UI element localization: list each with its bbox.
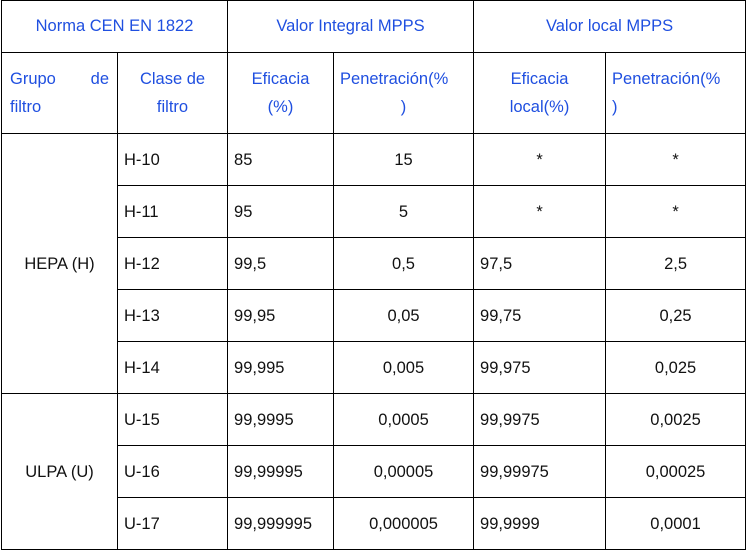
cell-eficacia: 99,5 xyxy=(227,237,335,290)
header-penetracion-local-line2: ) xyxy=(612,98,618,116)
header-penetracion-line2: ) xyxy=(400,98,407,116)
cell-clase: H-13 xyxy=(116,289,229,342)
cell-eficacia: 95 xyxy=(227,185,335,238)
header-eficacia: Eficacia (%) xyxy=(227,52,335,134)
header-valor-integral: Valor Integral MPPS xyxy=(227,0,475,53)
cell-eficacia: 99,999995 xyxy=(227,497,335,550)
cell-eficacia-local: 99,9975 xyxy=(473,393,607,446)
header-grupo-word2: de xyxy=(90,70,109,88)
cell-eficacia-local: 99,75 xyxy=(473,289,607,342)
cell-penetracion: 0,000005 xyxy=(333,497,475,550)
cell-clase: H-11 xyxy=(116,185,229,238)
cell-penetracion: 0,005 xyxy=(333,341,475,394)
cell-eficacia: 85 xyxy=(227,133,335,186)
cell-eficacia-local: * xyxy=(473,185,607,238)
table-row: HEPA (H) H-10 85 15 * * xyxy=(1,133,746,394)
group-hepa: HEPA (H) xyxy=(1,133,118,394)
header-valor-local: Valor local MPPS xyxy=(473,0,746,53)
cell-penetracion-local: 0,00025 xyxy=(605,445,746,498)
cell-eficacia-local: 99,99975 xyxy=(473,445,607,498)
cell-eficacia: 99,99995 xyxy=(227,445,335,498)
cell-clase: H-14 xyxy=(116,341,229,394)
header-grupo-word3: filtro xyxy=(10,98,42,116)
cell-clase: U-15 xyxy=(116,393,229,446)
header-row-sub: Grupo de filtro Clase de filtro Eficacia… xyxy=(1,52,746,134)
cell-penetracion-local: 0,0025 xyxy=(605,393,746,446)
cell-clase: H-10 xyxy=(116,133,229,186)
header-grupo-de-filtro: Grupo de filtro xyxy=(1,52,118,134)
header-clase-de-filtro: Clase de filtro xyxy=(116,52,229,134)
cell-penetracion: 5 xyxy=(333,185,475,238)
cell-penetracion-local: 0,25 xyxy=(605,289,746,342)
cell-penetracion-local: 2,5 xyxy=(605,237,746,290)
header-penetracion-line1: Penetración(% xyxy=(340,70,449,88)
cell-eficacia-local: 97,5 xyxy=(473,237,607,290)
cell-clase: U-17 xyxy=(116,497,229,550)
cell-clase: U-16 xyxy=(116,445,229,498)
cell-penetracion-local: 0,025 xyxy=(605,341,746,394)
header-row-top: Norma CEN EN 1822 Valor Integral MPPS Va… xyxy=(0,0,746,53)
cell-clase: H-12 xyxy=(116,237,229,290)
cell-penetracion: 15 xyxy=(333,133,475,186)
header-eficacia-local-line1: Eficacia xyxy=(510,70,569,88)
cell-eficacia-local: * xyxy=(473,133,607,186)
cell-penetracion-local: * xyxy=(605,133,746,186)
cell-eficacia-local: 99,9999 xyxy=(473,497,607,550)
group-ulpa: ULPA (U) xyxy=(1,393,118,550)
cell-penetracion: 0,0005 xyxy=(333,393,475,446)
cell-penetracion: 0,5 xyxy=(333,237,475,290)
cell-penetracion-local: * xyxy=(605,185,746,238)
header-eficacia-line2: (%) xyxy=(267,98,294,116)
cell-eficacia-local: 99,975 xyxy=(473,341,607,394)
table-row: H-13 99,95 0,05 99,75 0,25 xyxy=(2,289,746,342)
cell-penetracion: 0,05 xyxy=(333,289,475,342)
table-row: H-11 95 5 * * xyxy=(2,185,746,238)
cell-penetracion: 0,00005 xyxy=(333,445,475,498)
header-eficacia-local: Eficacia local(%) xyxy=(473,52,607,134)
header-grupo-word1: Grupo xyxy=(10,70,56,88)
header-eficacia-local-line2: local(%) xyxy=(509,98,570,116)
header-penetracion: Penetración(% ) xyxy=(333,52,475,134)
header-penetracion-local-line1: Penetración(% xyxy=(612,70,721,88)
table-row: ULPA (U) U-15 99,9995 0,0005 99,9975 0,0… xyxy=(1,393,746,550)
table-row: U-16 99,99995 0,00005 99,99975 0,00025 xyxy=(2,445,746,498)
cell-eficacia: 99,9995 xyxy=(227,393,335,446)
header-penetracion-local: Penetración(% ) xyxy=(605,52,746,134)
header-norma: Norma CEN EN 1822 xyxy=(0,0,229,53)
table-row: H-14 99,995 0,005 99,975 0,025 xyxy=(2,341,746,394)
cell-eficacia: 99,995 xyxy=(227,341,335,394)
header-clase-line2: filtro xyxy=(156,98,189,116)
header-clase-line1: Clase de xyxy=(139,70,206,88)
cell-eficacia: 99,95 xyxy=(227,289,335,342)
cell-penetracion-local: 0,0001 xyxy=(605,497,746,550)
header-eficacia-line1: Eficacia xyxy=(251,70,310,88)
